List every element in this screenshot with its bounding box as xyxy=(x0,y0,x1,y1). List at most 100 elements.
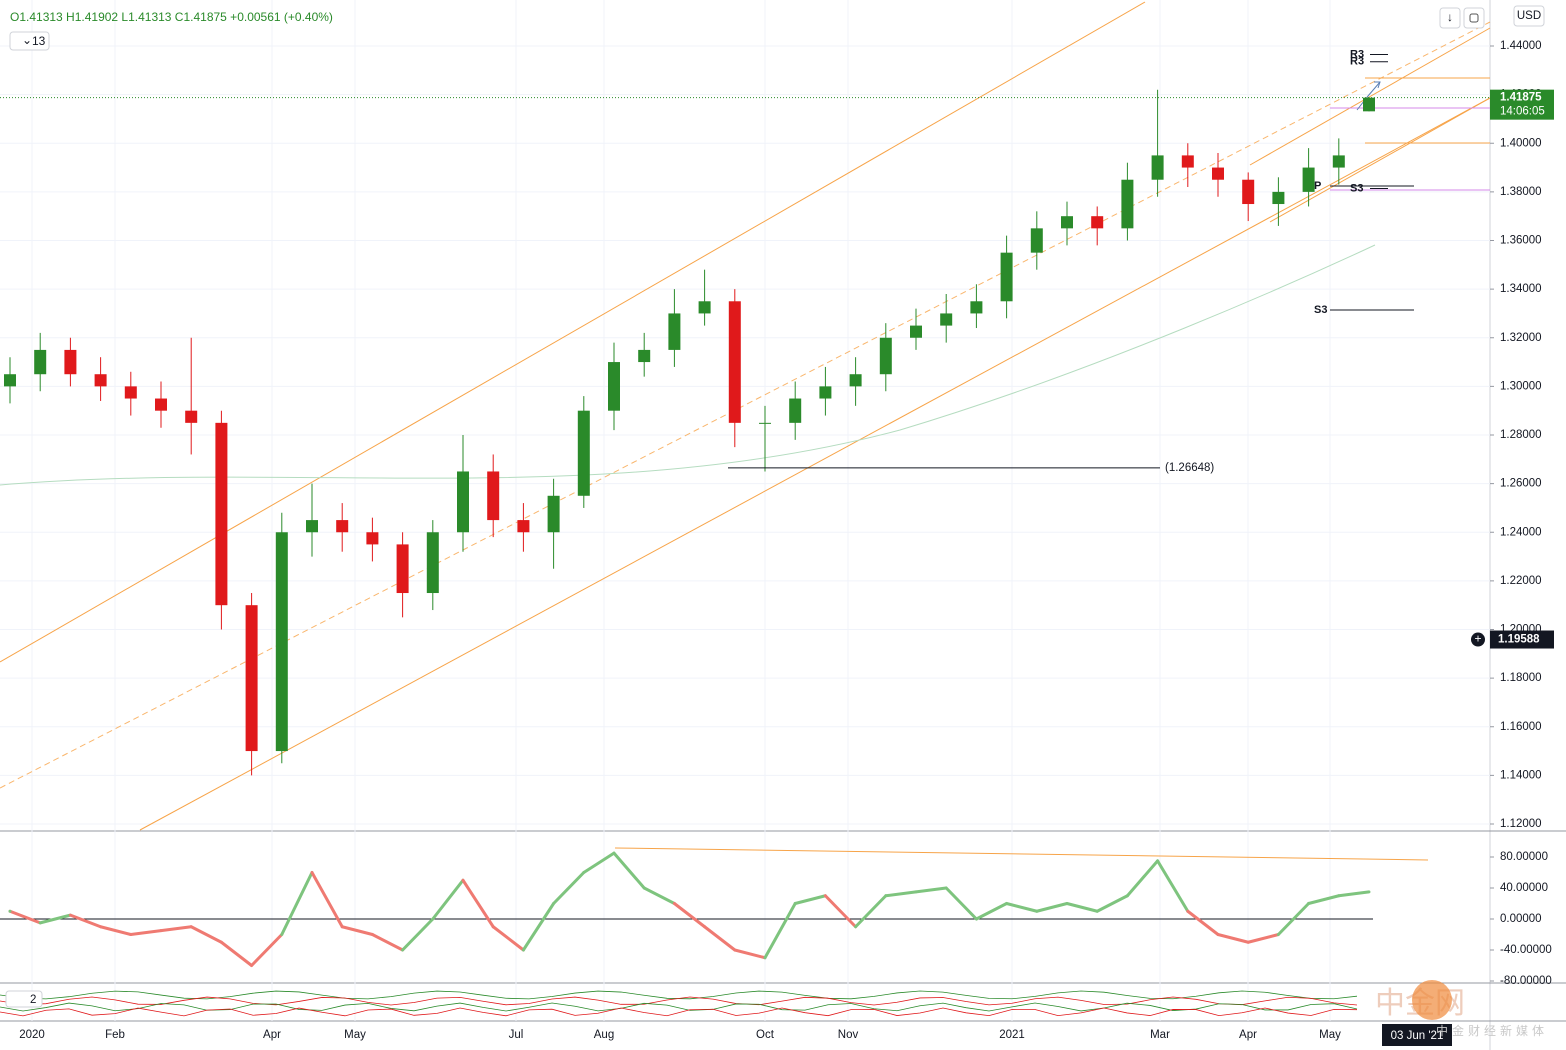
candle-body xyxy=(306,520,318,533)
x-tick-label: Apr xyxy=(1239,1029,1257,1041)
last-price-label: 1.41875 xyxy=(1500,92,1542,104)
osc-segment xyxy=(280,871,314,936)
osc-trendline xyxy=(614,847,1429,861)
pane3-line xyxy=(0,1002,1358,1012)
osc-segment xyxy=(1246,933,1280,944)
support-label: (1.26648) xyxy=(1165,462,1214,474)
candle-body xyxy=(215,422,228,606)
candle-body xyxy=(1242,179,1255,205)
candle-body xyxy=(1363,97,1375,112)
candle-body xyxy=(1302,167,1315,192)
osc-segment xyxy=(310,871,344,929)
candle-body xyxy=(547,495,560,533)
pane3-label: 2 xyxy=(30,994,36,1006)
osc-tick-label: -80.00000 xyxy=(1500,975,1552,987)
osc-segment xyxy=(189,925,223,944)
watermark-logo xyxy=(1412,980,1452,1020)
marks: 1.120001.140001.160001.180001.200001.220… xyxy=(0,40,1554,1046)
candle-body xyxy=(275,532,288,752)
osc-segment xyxy=(1156,859,1190,913)
current-date: 03 Jun '21 xyxy=(1391,1030,1444,1042)
candle-body xyxy=(396,544,409,594)
candle-body xyxy=(1332,155,1345,168)
button-icon[interactable] xyxy=(1469,13,1479,23)
candle-body xyxy=(94,374,107,387)
candle-body xyxy=(789,398,802,423)
osc-segment xyxy=(763,902,797,960)
channel-lines xyxy=(0,1,1491,831)
interval-box[interactable] xyxy=(9,31,50,51)
pane3-line xyxy=(0,1007,1358,1017)
y-tick-label: 1.26000 xyxy=(1500,478,1542,490)
crosshair-box xyxy=(1490,630,1554,649)
candle-body xyxy=(1212,167,1224,180)
grid xyxy=(0,0,1490,1021)
osc-segment xyxy=(219,940,254,967)
arrow-head xyxy=(1374,81,1381,89)
crosshair-label: 1.19588 xyxy=(1498,634,1540,646)
y-tick-label: 1.16000 xyxy=(1500,721,1542,733)
osc-segment xyxy=(129,929,163,936)
candle-body xyxy=(124,386,137,399)
y-tick-label: 1.38000 xyxy=(1500,186,1542,198)
osc-segment xyxy=(612,851,646,890)
candle-body xyxy=(970,301,983,314)
interval[interactable]: ⌄ xyxy=(22,33,32,47)
candle-body xyxy=(336,520,349,533)
countdown: 14:06:05 xyxy=(1500,106,1545,118)
candle-body xyxy=(879,337,892,375)
y-tick-label: 1.40000 xyxy=(1500,137,1542,149)
osc-segment xyxy=(1005,902,1039,913)
candle-body xyxy=(1151,155,1164,180)
osc-segment xyxy=(1337,890,1371,898)
osc-start xyxy=(8,909,12,913)
y-tick-label: 1.32000 xyxy=(1500,332,1542,344)
pivot-label: P xyxy=(1314,180,1321,192)
candle-body xyxy=(638,349,651,363)
osc-tick-label: 80.00000 xyxy=(1500,851,1548,863)
candle-body xyxy=(668,313,681,350)
osc-segment xyxy=(401,917,435,952)
y-tick-label: 1.18000 xyxy=(1500,672,1542,684)
candle-body xyxy=(34,349,47,375)
pane3-box xyxy=(5,990,43,1008)
osc-segment xyxy=(99,925,133,936)
osc-segment xyxy=(552,871,586,905)
pivot-label: S3 xyxy=(1314,304,1327,316)
candle-body xyxy=(366,532,379,545)
button-icon[interactable]: ↓ xyxy=(1447,10,1453,24)
y-tick-label: 1.30000 xyxy=(1500,380,1542,392)
candle-body xyxy=(608,362,620,411)
osc-segment xyxy=(823,894,858,929)
osc-tick-label: 40.00000 xyxy=(1500,882,1548,894)
candle-body xyxy=(728,301,741,423)
crosshair-plus xyxy=(1471,632,1485,647)
osc-segment xyxy=(1035,902,1069,913)
osc-segment xyxy=(1276,902,1311,936)
candle-body xyxy=(698,301,711,314)
currency-box[interactable] xyxy=(1513,5,1545,27)
osc-segment xyxy=(974,902,1009,921)
osc-segment xyxy=(914,886,948,894)
watermark-sub: 中金财经新媒体 xyxy=(1436,1023,1548,1038)
y-tick-label: 1.22000 xyxy=(1500,575,1542,587)
x-tick-label: Apr xyxy=(263,1029,281,1041)
button[interactable] xyxy=(1439,7,1461,29)
osc-segment xyxy=(793,894,827,905)
currency[interactable]: USD xyxy=(1517,10,1541,22)
candle-body xyxy=(1272,191,1285,205)
candle-body xyxy=(940,313,953,326)
x-tick-label: Oct xyxy=(756,1029,775,1041)
osc-segment xyxy=(521,902,556,952)
osc-segment xyxy=(250,933,284,967)
arrow xyxy=(1356,81,1381,111)
button[interactable] xyxy=(1463,7,1485,29)
osc-segment xyxy=(733,948,767,960)
interval-value[interactable]: 13 xyxy=(32,34,46,48)
osc-segment xyxy=(159,925,193,933)
candle-body xyxy=(849,374,862,387)
y-tick-label: 1.44000 xyxy=(1500,40,1542,52)
y-tick-label: 1.28000 xyxy=(1500,429,1542,441)
